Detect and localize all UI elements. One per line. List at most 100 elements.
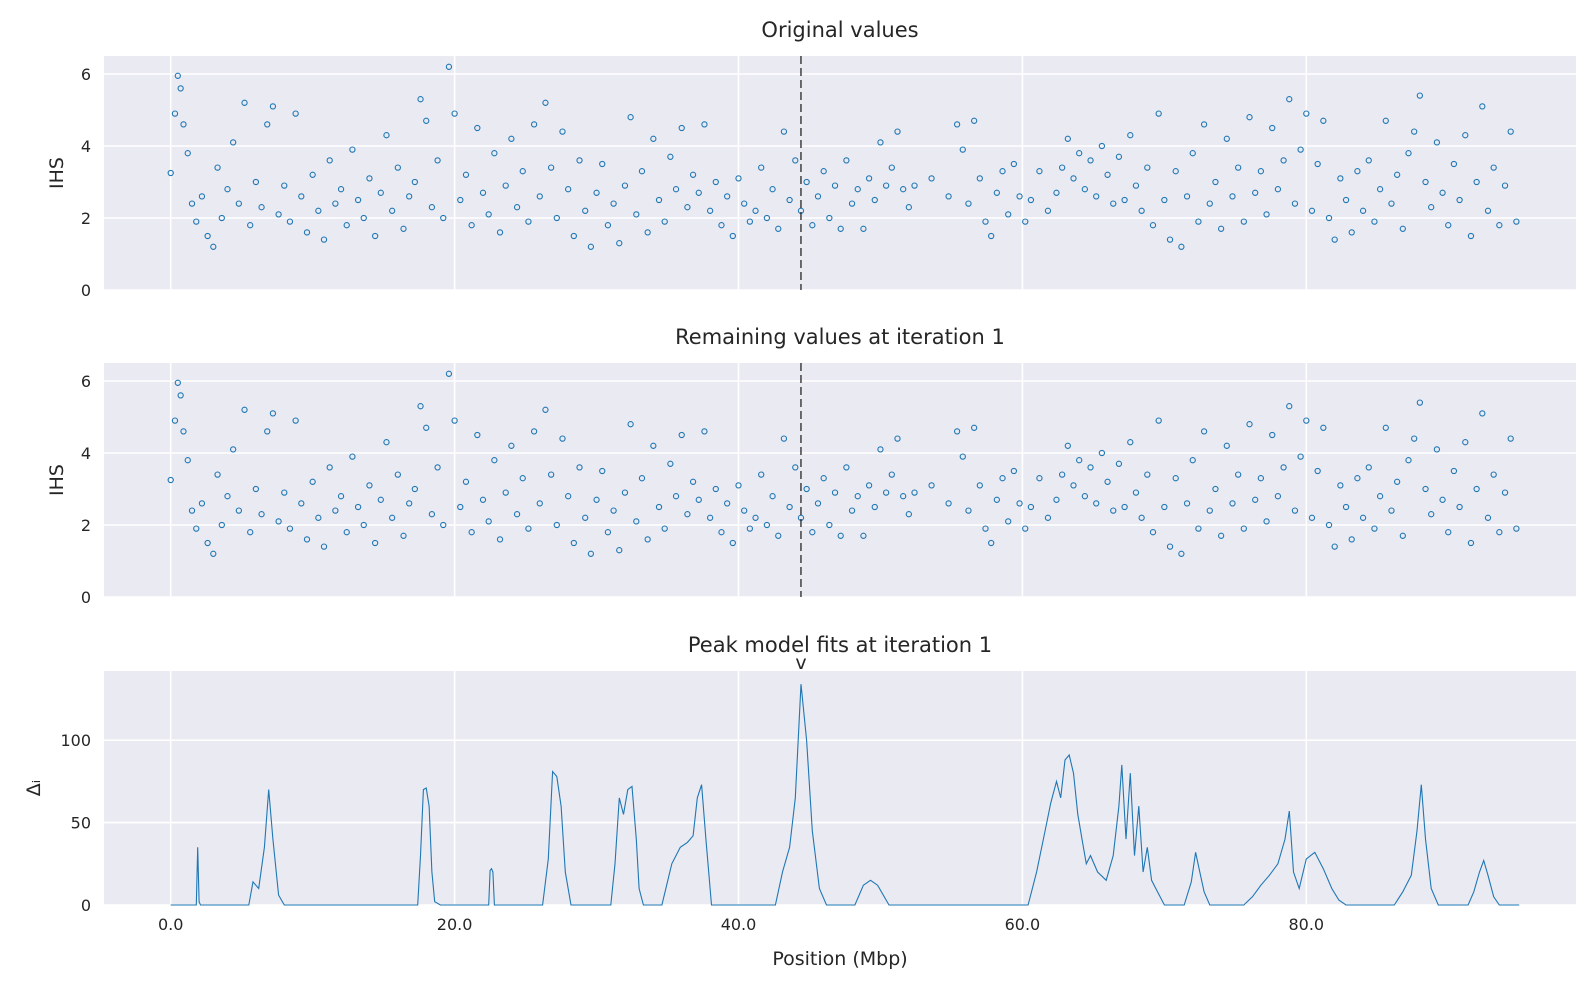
- data-point: [1359, 207, 1367, 214]
- data-point: [1513, 218, 1520, 225]
- peak-marker: v: [795, 652, 806, 674]
- data-point: [389, 514, 396, 521]
- data-point: [360, 521, 367, 529]
- data-point: [1456, 196, 1463, 204]
- data-point: [911, 182, 918, 189]
- data-point: [1036, 168, 1043, 175]
- data-point: [820, 168, 827, 175]
- y-tick-label: 50: [71, 814, 91, 833]
- data-point: [928, 175, 935, 182]
- data-point: [741, 507, 748, 514]
- data-point: [1127, 439, 1134, 446]
- data-point: [366, 175, 373, 182]
- data-point: [349, 146, 356, 153]
- data-point: [965, 507, 972, 514]
- data-point: [400, 532, 407, 539]
- x-tick-labels: 0.0 20.0 40.0 60.0 80.0: [158, 915, 1324, 934]
- data-point: [174, 72, 181, 79]
- data-point: [214, 471, 221, 478]
- data-point: [729, 539, 736, 547]
- data-point: [928, 482, 935, 489]
- y-tick-label: 6: [81, 65, 91, 84]
- data-point: [1246, 114, 1253, 121]
- data-point: [337, 186, 345, 193]
- data-point: [982, 525, 989, 532]
- data-point: [406, 193, 413, 200]
- data-point: [188, 200, 196, 207]
- data-point: [1036, 475, 1043, 482]
- data-point: [1064, 442, 1071, 449]
- data-point: [241, 406, 248, 413]
- data-point: [848, 507, 856, 514]
- data-point: [1058, 164, 1066, 171]
- data-point: [706, 207, 714, 214]
- data-point: [292, 110, 299, 117]
- data-point: [264, 121, 271, 128]
- data-point: [570, 232, 577, 240]
- data-point: [882, 489, 890, 496]
- data-point: [1325, 521, 1333, 529]
- data-point: [809, 529, 816, 536]
- data-point: [445, 370, 453, 377]
- data-point: [803, 485, 810, 493]
- data-point: [1303, 417, 1310, 424]
- data-point: [1121, 503, 1128, 511]
- data-point: [900, 493, 907, 500]
- data-point: [349, 453, 356, 460]
- data-point: [1200, 121, 1208, 128]
- panel-title: Remaining values at iteration 1: [675, 325, 1005, 349]
- data-point: [177, 85, 184, 92]
- data-point: [1212, 178, 1219, 186]
- data-point: [224, 186, 231, 193]
- data-point: [1405, 457, 1412, 464]
- data-point: [871, 503, 878, 511]
- data-point: [712, 485, 719, 493]
- data-point: [905, 204, 912, 211]
- data-point: [315, 207, 322, 214]
- data-point: [1166, 236, 1174, 243]
- data-point: [204, 539, 211, 547]
- data-point: [1022, 218, 1029, 225]
- data-point: [831, 182, 839, 189]
- data-point: [281, 182, 288, 189]
- data-point: [508, 442, 515, 449]
- data-point: [184, 150, 191, 157]
- data-point: [275, 211, 282, 218]
- data-point: [848, 200, 856, 207]
- data-point: [383, 439, 390, 446]
- data-point: [547, 164, 555, 171]
- data-point: [1433, 139, 1441, 146]
- data-point: [411, 485, 419, 493]
- data-point: [1016, 500, 1023, 507]
- data-point: [224, 493, 231, 500]
- data-point: [1104, 478, 1111, 485]
- data-point: [621, 489, 629, 496]
- y-tick-label: 6: [81, 372, 91, 391]
- data-point: [371, 539, 379, 547]
- data-point: [1132, 489, 1140, 496]
- data-point: [1297, 453, 1304, 460]
- data-point: [1206, 507, 1213, 514]
- data-point: [976, 482, 983, 489]
- data-point: [1263, 211, 1270, 218]
- data-point: [1354, 475, 1361, 482]
- data-point: [809, 222, 816, 229]
- data-point: [1195, 218, 1202, 225]
- data-point: [803, 178, 810, 186]
- data-point: [1235, 471, 1242, 478]
- data-point: [1320, 117, 1327, 124]
- data-point: [406, 500, 413, 507]
- data-point: [542, 99, 549, 106]
- data-point: [496, 536, 504, 543]
- y-tick-label: 0: [81, 588, 91, 607]
- data-point: [820, 475, 827, 482]
- data-point: [1161, 503, 1168, 511]
- data-point: [1490, 471, 1497, 478]
- data-point: [854, 186, 861, 193]
- data-point: [343, 529, 350, 536]
- data-point: [451, 110, 458, 117]
- plot-area: [104, 671, 1576, 905]
- data-point: [1223, 442, 1230, 449]
- data-point: [644, 536, 651, 543]
- data-point: [366, 482, 373, 489]
